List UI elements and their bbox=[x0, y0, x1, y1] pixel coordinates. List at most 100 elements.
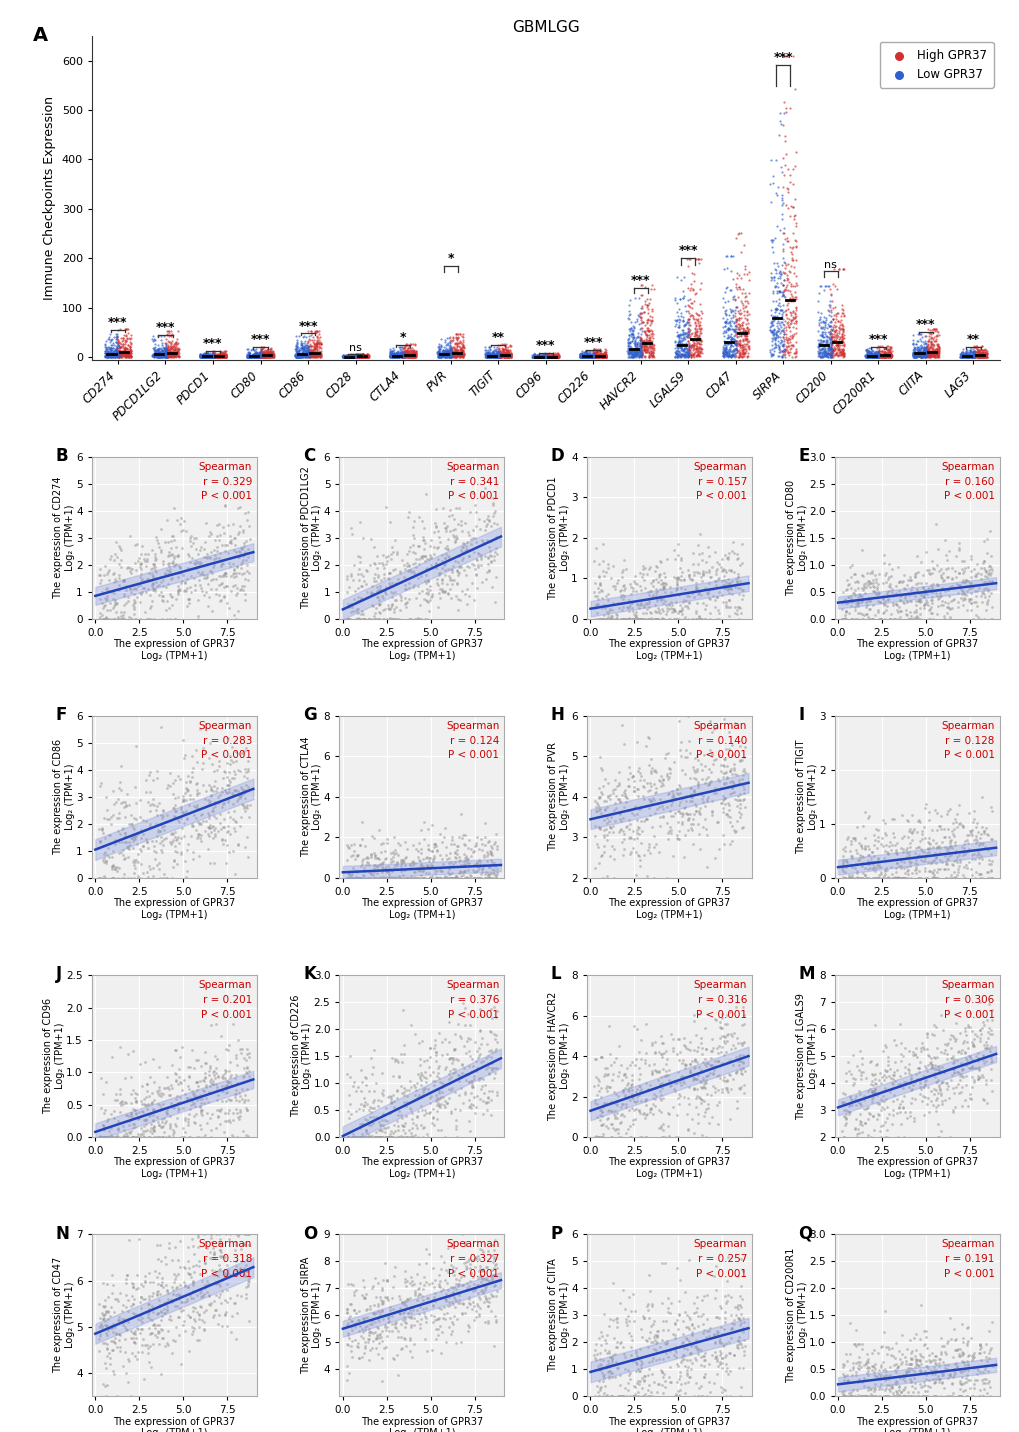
Text: Spearman
r = 0.306
P < 0.001: Spearman r = 0.306 P < 0.001 bbox=[941, 979, 994, 1020]
Point bbox=[125, 1117, 142, 1140]
Point bbox=[389, 342, 406, 365]
Point bbox=[390, 341, 407, 364]
Point bbox=[853, 1053, 869, 1075]
Point bbox=[366, 567, 382, 590]
Point bbox=[979, 1020, 996, 1042]
Point bbox=[693, 607, 709, 630]
Point bbox=[307, 342, 323, 365]
Point bbox=[954, 558, 970, 581]
Point bbox=[182, 769, 199, 792]
Point bbox=[731, 789, 747, 812]
Point bbox=[764, 265, 781, 288]
Point bbox=[584, 345, 600, 368]
Point bbox=[132, 607, 149, 630]
Point bbox=[377, 1319, 393, 1342]
Point bbox=[232, 775, 249, 798]
Text: Spearman
r = 0.124
P < 0.001: Spearman r = 0.124 P < 0.001 bbox=[445, 720, 499, 760]
Point bbox=[120, 812, 137, 835]
Point bbox=[253, 345, 269, 368]
Point bbox=[156, 863, 172, 886]
Point bbox=[637, 1126, 653, 1148]
Point bbox=[378, 1126, 394, 1148]
Point bbox=[666, 345, 683, 368]
Point bbox=[929, 339, 946, 362]
Point bbox=[387, 344, 404, 367]
Point bbox=[161, 1084, 177, 1107]
Point bbox=[298, 337, 314, 359]
Point bbox=[864, 1106, 880, 1128]
Point bbox=[111, 567, 127, 590]
Point bbox=[723, 286, 740, 309]
Text: ***: *** bbox=[156, 321, 175, 334]
Point bbox=[168, 853, 184, 876]
Point bbox=[873, 1085, 890, 1108]
Point bbox=[150, 1332, 166, 1355]
Point bbox=[630, 345, 646, 368]
Point bbox=[502, 344, 519, 367]
Point bbox=[822, 341, 839, 364]
Point bbox=[737, 282, 753, 305]
Point bbox=[218, 344, 234, 367]
Point bbox=[960, 344, 976, 367]
Point bbox=[345, 345, 362, 368]
Point bbox=[144, 538, 160, 561]
Point bbox=[346, 345, 363, 368]
Point bbox=[205, 341, 221, 364]
Point bbox=[347, 345, 364, 368]
Point bbox=[944, 1051, 960, 1074]
Point bbox=[783, 334, 799, 357]
Point bbox=[393, 345, 410, 368]
Point bbox=[916, 541, 932, 564]
Point bbox=[819, 341, 836, 364]
Point bbox=[191, 553, 207, 576]
Point bbox=[125, 818, 142, 841]
Point bbox=[346, 344, 363, 367]
Point bbox=[353, 345, 369, 368]
Point bbox=[229, 1224, 246, 1247]
Point bbox=[248, 345, 264, 368]
Point bbox=[292, 329, 309, 352]
Point bbox=[292, 342, 309, 365]
Point bbox=[912, 334, 928, 357]
Point bbox=[875, 1126, 892, 1148]
Point bbox=[764, 291, 781, 314]
Point bbox=[208, 1117, 224, 1140]
Point bbox=[347, 345, 364, 368]
Point bbox=[871, 344, 888, 367]
Point bbox=[162, 332, 178, 355]
Point bbox=[347, 345, 364, 368]
Point bbox=[640, 329, 656, 352]
Point bbox=[217, 494, 233, 517]
Point bbox=[590, 1126, 606, 1148]
Point bbox=[108, 342, 124, 365]
Point bbox=[379, 859, 395, 882]
Point bbox=[859, 1080, 875, 1103]
Point bbox=[447, 851, 464, 874]
Point bbox=[459, 866, 475, 889]
Point bbox=[599, 556, 615, 579]
Point bbox=[260, 342, 276, 365]
Point bbox=[366, 551, 382, 574]
Point bbox=[165, 796, 181, 819]
Point bbox=[638, 808, 654, 831]
Point bbox=[253, 345, 269, 368]
Point bbox=[197, 1252, 213, 1274]
Point bbox=[117, 344, 133, 367]
Point bbox=[101, 808, 117, 831]
Point bbox=[614, 819, 631, 842]
Point bbox=[817, 309, 834, 332]
Point bbox=[537, 345, 553, 368]
Point bbox=[645, 607, 661, 630]
Point bbox=[169, 841, 185, 863]
Point bbox=[661, 1302, 678, 1325]
Point bbox=[583, 345, 599, 368]
Point bbox=[454, 345, 471, 368]
Point bbox=[783, 308, 799, 331]
Point bbox=[912, 1090, 928, 1113]
Point bbox=[107, 345, 123, 368]
Point bbox=[444, 1277, 461, 1300]
Point bbox=[536, 345, 552, 368]
Point bbox=[304, 344, 320, 367]
Point bbox=[206, 345, 222, 368]
Point bbox=[140, 1342, 156, 1365]
